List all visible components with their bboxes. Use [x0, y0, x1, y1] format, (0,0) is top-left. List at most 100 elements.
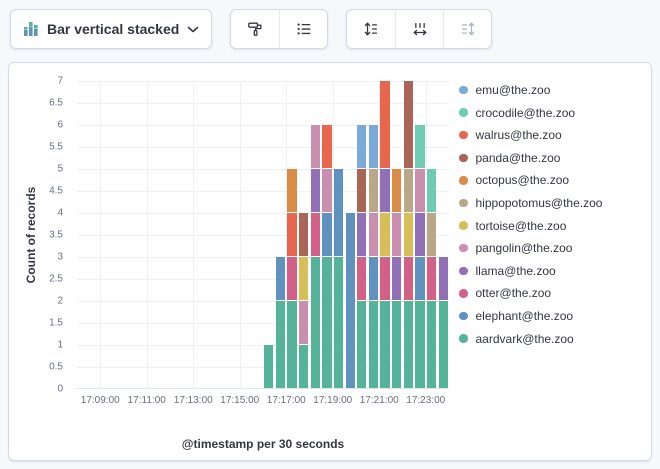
bar-segment[interactable] [310, 125, 320, 168]
bar-segment[interactable] [299, 213, 309, 256]
gridline-horizontal [77, 103, 449, 104]
legend-item[interactable]: aardvark@the.zoo [459, 332, 602, 346]
bar-segment[interactable] [426, 257, 437, 300]
left-axis-button[interactable] [347, 10, 395, 48]
legend-button[interactable] [279, 10, 327, 48]
bar-segment[interactable] [415, 257, 425, 300]
bar-segment[interactable] [438, 301, 448, 388]
x-axis-tick-labels: 17:09:00 17:11:00 17:13:00 17:15:00 17:17:00… [77, 395, 449, 409]
bar-segment[interactable] [287, 257, 297, 300]
bar-segment[interactable] [392, 169, 402, 212]
bar-segment[interactable] [357, 213, 367, 256]
legend-dot-icon [459, 311, 468, 321]
chart-type-label: Bar vertical stacked [47, 21, 180, 37]
bar-segment[interactable] [403, 169, 413, 212]
bar-segment[interactable] [333, 257, 344, 388]
plot-area [77, 81, 449, 389]
bar-segment[interactable] [322, 125, 332, 168]
axis-options-group [346, 9, 493, 49]
bar-segment[interactable] [357, 125, 367, 168]
bar-segment[interactable] [403, 301, 413, 388]
bar-segment[interactable] [357, 169, 367, 212]
bar-segment[interactable] [426, 169, 437, 212]
bar-segment[interactable] [368, 125, 379, 168]
right-axis-button[interactable] [443, 10, 491, 48]
bar-segment[interactable] [415, 169, 425, 212]
bar-segment[interactable] [310, 213, 320, 256]
bar-segment[interactable] [287, 213, 297, 256]
legend-item[interactable]: octopus@the.zoo [459, 173, 602, 187]
bar-segment[interactable] [333, 169, 344, 256]
bar-segment[interactable] [403, 213, 413, 256]
gridline-horizontal [77, 301, 449, 302]
bar-segment[interactable] [368, 169, 379, 212]
legend-item[interactable]: pangolin@the.zoo [459, 241, 602, 255]
y-tick-label: 2 [57, 295, 63, 307]
visual-options-button[interactable] [231, 10, 279, 48]
legend-item[interactable]: elephant@the.zoo [459, 309, 602, 323]
bar-segment[interactable] [415, 125, 425, 168]
gridline-horizontal [77, 169, 449, 170]
bar-segment[interactable] [380, 213, 390, 256]
bar-segment[interactable] [426, 213, 437, 256]
gridline-horizontal [77, 191, 449, 192]
legend-label: octopus@the.zoo [475, 173, 570, 188]
bar-segment[interactable] [415, 301, 425, 388]
chevron-down-icon [187, 26, 199, 33]
bar-segment[interactable] [380, 301, 390, 388]
bar-segment[interactable] [380, 81, 390, 168]
bar-segment[interactable] [322, 213, 332, 256]
bar-segment[interactable] [426, 301, 437, 388]
gridline-horizontal [77, 367, 449, 368]
bar-segment[interactable] [380, 257, 390, 300]
bar-segment[interactable] [380, 169, 390, 212]
bar-segment[interactable] [299, 345, 309, 388]
legend-item[interactable]: panda@the.zoo [459, 151, 602, 165]
bar-segment[interactable] [368, 213, 379, 256]
chart-type-selector[interactable]: Bar vertical stacked [10, 9, 213, 49]
bar-segment[interactable] [275, 257, 286, 300]
y-axis-tick-labels: 0 0.5 1 1.5 2 2.5 3 3.5 4 4.5 5 5.5 6 6.5 7 [9, 76, 71, 395]
legend-item[interactable]: tortoise@the.zoo [459, 219, 602, 233]
bar-segment[interactable] [392, 213, 402, 256]
x-tick-label: 17:13:00 [173, 395, 213, 406]
bar-segment[interactable] [322, 169, 332, 212]
legend-item[interactable]: llama@the.zoo [459, 264, 602, 278]
bar-segment[interactable] [392, 301, 402, 388]
legend-label: crocodile@the.zoo [475, 105, 576, 120]
bar-segment[interactable] [287, 169, 297, 212]
display-options-group [230, 9, 329, 49]
gridline-vertical [146, 81, 148, 389]
bar-segment[interactable] [322, 257, 332, 388]
bar-segment[interactable] [368, 301, 379, 388]
bar-segment[interactable] [392, 257, 402, 300]
bar-segment[interactable] [310, 257, 320, 388]
gridline-horizontal [77, 213, 449, 214]
bar-segment[interactable] [357, 257, 367, 300]
bar-segment[interactable] [403, 257, 413, 300]
legend-dot-icon [459, 334, 468, 343]
legend-dot-icon [459, 130, 468, 140]
bar-segment[interactable] [345, 213, 355, 388]
bar-segment[interactable] [403, 81, 413, 168]
bar-segment[interactable] [287, 301, 297, 388]
legend-item[interactable]: crocodile@the.zoo [459, 106, 602, 120]
bar-segment[interactable] [368, 257, 379, 300]
legend-label: panda@the.zoo [475, 150, 561, 165]
legend-item[interactable]: emu@the.zoo [459, 83, 602, 97]
legend-item[interactable]: walrus@the.zoo [459, 128, 602, 142]
bar-segment[interactable] [299, 257, 309, 300]
bar-segment[interactable] [299, 301, 309, 344]
legend-item[interactable]: otter@the.zoo [459, 286, 602, 300]
bar-segment[interactable] [438, 257, 448, 300]
bar-segment[interactable] [415, 213, 425, 256]
y-tick-label: 2.5 [49, 273, 63, 285]
bar-segment[interactable] [264, 345, 274, 388]
bottom-axis-button[interactable] [395, 10, 443, 48]
bar-segment[interactable] [310, 169, 320, 212]
bar-segment[interactable] [275, 301, 286, 388]
bar-segment[interactable] [357, 301, 367, 388]
legend-item[interactable]: hippopotomus@the.zoo [459, 196, 602, 210]
y-tick-label: 4.5 [49, 185, 63, 197]
legend-label: walrus@the.zoo [475, 128, 562, 143]
